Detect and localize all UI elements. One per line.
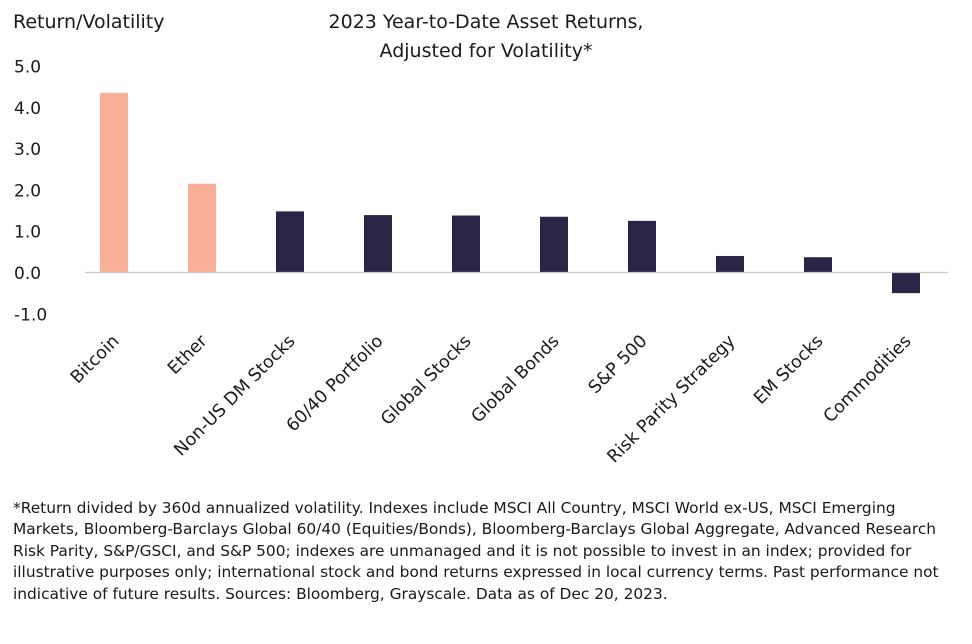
y-tick-label: 0.0 xyxy=(14,264,41,284)
y-tick-label: -1.0 xyxy=(14,305,47,325)
y-tick-label: 1.0 xyxy=(14,223,41,243)
x-tick-label: Global Bonds xyxy=(468,331,564,427)
bar xyxy=(100,92,128,273)
bar xyxy=(716,255,744,273)
bar xyxy=(540,216,568,273)
bar xyxy=(804,257,832,273)
x-tick-label: Bitcoin xyxy=(67,331,124,388)
y-tick-label: 5.0 xyxy=(14,58,41,78)
chart-title-line-1: 2023 Year-to-Date Asset Returns, xyxy=(329,11,644,33)
bar-chart: Return/Volatility 2023 Year-to-Date Asse… xyxy=(13,11,948,467)
x-tick-label: 60/40 Portfolio xyxy=(283,331,388,436)
x-tick-label: Commodities xyxy=(820,331,916,427)
bar xyxy=(276,211,304,273)
x-tick-label: Global Stocks xyxy=(377,331,475,429)
x-tick-label: EM Stocks xyxy=(750,331,827,408)
bar xyxy=(892,272,920,294)
bars xyxy=(100,92,920,294)
y-axis-label: Return/Volatility xyxy=(13,11,165,33)
bar xyxy=(364,215,392,273)
y-tick-label: 4.0 xyxy=(14,99,41,119)
y-tick-label: 2.0 xyxy=(14,181,41,201)
footnote: *Return divided by 360d annualized volat… xyxy=(13,499,939,603)
chart-title-line-2: Adjusted for Volatility* xyxy=(380,40,593,62)
y-axis-ticks: 5.0 4.0 3.0 2.0 1.0 0.0 -1.0 xyxy=(14,58,47,326)
y-tick-label: 3.0 xyxy=(14,140,41,160)
bar xyxy=(628,220,656,273)
x-tick-label: S&P 500 xyxy=(585,331,652,398)
x-tick-label: Ether xyxy=(164,331,212,379)
bar xyxy=(452,215,480,273)
bar xyxy=(188,183,216,273)
